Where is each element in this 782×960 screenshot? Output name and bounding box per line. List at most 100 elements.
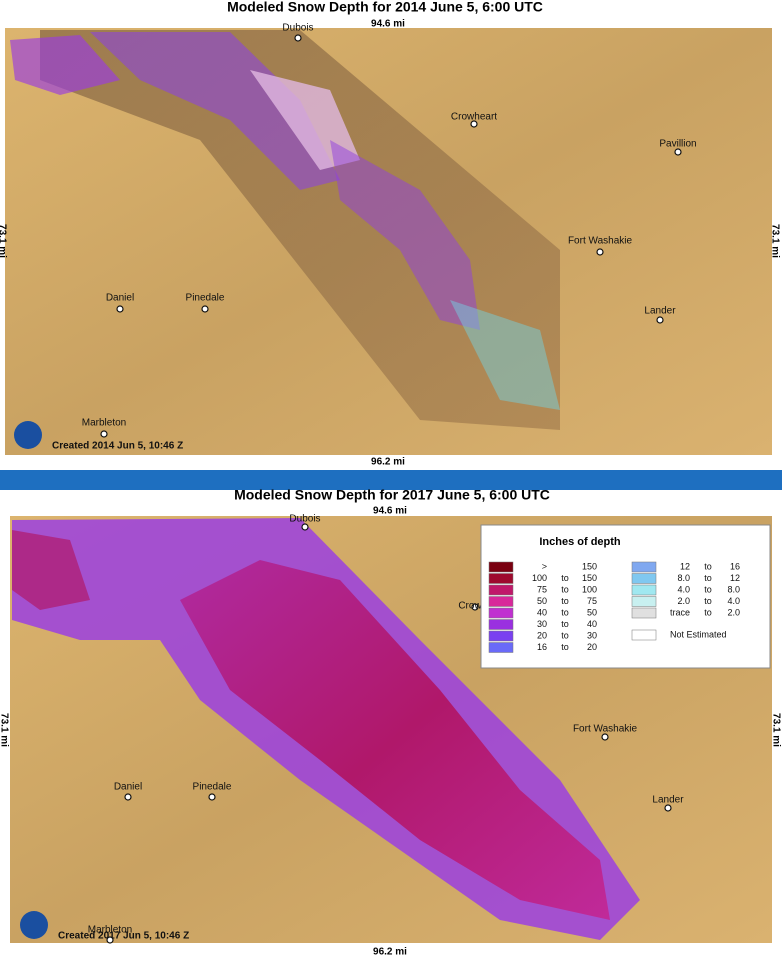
legend-high: 16 xyxy=(730,561,740,571)
town-marker xyxy=(596,248,604,256)
noaa-logo xyxy=(14,421,42,449)
panel-title: Modeled Snow Depth for 2017 June 5, 6:00… xyxy=(234,487,550,503)
town-label: Crow xyxy=(458,601,482,612)
town-marker xyxy=(470,120,478,128)
legend-sep: to xyxy=(704,596,712,606)
town-label: Marbleton xyxy=(82,418,126,429)
legend-sep: to xyxy=(704,561,712,571)
legend-low: 100 xyxy=(532,573,547,583)
legend-swatch xyxy=(631,629,657,641)
town-label: Pinedale xyxy=(193,782,232,793)
legend-sep: to xyxy=(561,607,569,617)
town-marker xyxy=(116,305,124,313)
legend-box xyxy=(480,524,771,669)
legend-low: 20 xyxy=(537,630,547,640)
legend-low: 2.0 xyxy=(677,596,690,606)
town-label: Dubois xyxy=(282,23,313,34)
legend-swatch xyxy=(631,584,657,596)
snow-area xyxy=(180,560,610,920)
legend-swatch xyxy=(488,584,514,596)
legend-low: trace xyxy=(670,607,690,617)
legend-low: 75 xyxy=(537,584,547,594)
distance-label: 73.1 mi xyxy=(770,713,781,747)
distance-label: 94.6 mi xyxy=(371,19,405,30)
town-label: Fort Washakie xyxy=(573,724,638,735)
distance-label: 96.2 mi xyxy=(373,947,407,958)
mountain-range xyxy=(40,30,560,430)
legend-high: 40 xyxy=(587,619,597,629)
town-label: Fort Washakie xyxy=(568,236,633,247)
panel-title: Modeled Snow Depth for 2014 June 5, 6:00… xyxy=(227,0,543,15)
distance-label: 94.6 mi xyxy=(373,506,407,517)
legend-low: 12 xyxy=(680,561,690,571)
town-marker xyxy=(208,793,216,801)
distance-label: 73.1 mi xyxy=(0,224,7,258)
town-label: Lander xyxy=(652,795,684,806)
legend-low: 4.0 xyxy=(677,584,690,594)
legend-low: 16 xyxy=(537,642,547,652)
legend-sep: to xyxy=(561,630,569,640)
legend-sep: to xyxy=(561,619,569,629)
legend-high: 75 xyxy=(587,596,597,606)
legend-label: Not Estimated xyxy=(670,629,727,639)
legend-high: 150 xyxy=(582,561,597,571)
separator-bar xyxy=(0,470,782,490)
distance-label: 73.1 mi xyxy=(769,224,780,258)
town-marker xyxy=(301,523,309,531)
town-label: Crowheart xyxy=(451,112,497,123)
snow-area xyxy=(10,35,120,95)
town-marker xyxy=(664,804,672,812)
town-marker xyxy=(106,936,114,944)
legend-high: 12 xyxy=(730,573,740,583)
legend-swatch xyxy=(488,596,514,607)
legend-swatch xyxy=(488,573,514,584)
legend-sep: to xyxy=(561,573,569,583)
town-label: Pinedale xyxy=(186,293,225,304)
legend-sep: to xyxy=(561,596,569,606)
legend-swatch xyxy=(631,607,657,619)
legend-high: 8.0 xyxy=(727,584,740,594)
legend-swatch xyxy=(631,596,657,607)
legend-high: 30 xyxy=(587,630,597,640)
legend-sep: to xyxy=(561,584,569,594)
legend-swatch xyxy=(488,642,514,653)
town-marker xyxy=(100,430,108,438)
created-label: Created 2014 Jun 5, 10:46 Z xyxy=(52,441,183,452)
town-marker xyxy=(674,148,682,156)
town-marker xyxy=(471,603,479,611)
town-marker xyxy=(294,34,302,42)
town-label: Pavillion xyxy=(659,139,696,150)
legend-low: > xyxy=(542,561,547,571)
legend-low: 50 xyxy=(537,596,547,606)
legend-sep: to xyxy=(704,607,712,617)
legend-low: 30 xyxy=(537,619,547,629)
legend-high: 50 xyxy=(587,607,597,617)
legend-high: 20 xyxy=(587,642,597,652)
legend-swatch xyxy=(488,619,514,630)
legend-swatch xyxy=(488,607,514,619)
town-marker xyxy=(656,316,664,324)
snow-area xyxy=(90,32,340,190)
legend-high: 150 xyxy=(582,573,597,583)
legend-high: 2.0 xyxy=(727,607,740,617)
distance-label: 73.1 mi xyxy=(0,713,9,747)
distance-label: 96.2 mi xyxy=(371,457,405,468)
legend-high: 100 xyxy=(582,584,597,594)
snow-area xyxy=(12,530,90,610)
legend-sep: to xyxy=(561,642,569,652)
town-marker xyxy=(201,305,209,313)
town-label: Daniel xyxy=(106,293,134,304)
legend-swatch xyxy=(488,561,514,573)
legend-sep: to xyxy=(704,573,712,583)
snow-area xyxy=(450,300,560,410)
town-marker xyxy=(124,793,132,801)
snow-area xyxy=(330,140,480,330)
legend-sep: to xyxy=(704,584,712,594)
town-label: Dubois xyxy=(289,514,320,525)
noaa-logo xyxy=(20,911,48,939)
legend-low: 8.0 xyxy=(677,573,690,583)
town-label: Daniel xyxy=(114,782,142,793)
town-label: Lander xyxy=(644,306,676,317)
legend-low: 40 xyxy=(537,607,547,617)
